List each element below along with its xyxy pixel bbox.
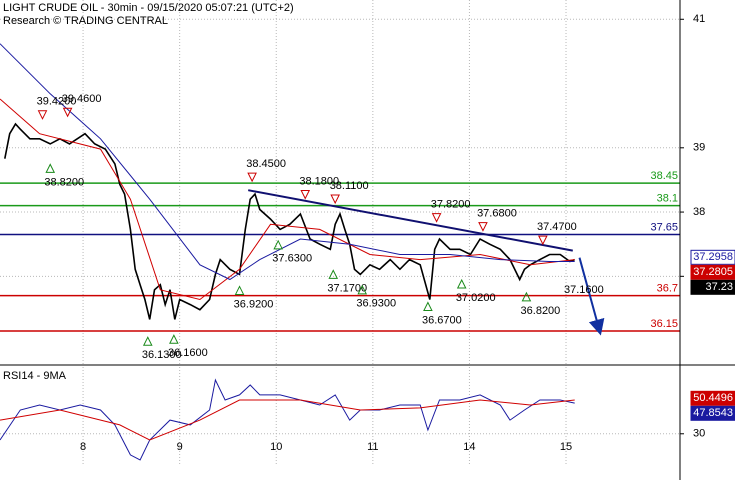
value-tag-label: 50.4496 (693, 392, 733, 404)
pivot-marker-down (300, 189, 311, 200)
value-tag-box (690, 249, 735, 265)
value-tag-label: 37.23 (705, 281, 733, 293)
pivot-label: 37.1600 (564, 284, 604, 296)
pivot-label: 36.1600 (168, 347, 208, 359)
pivot-marker-down (62, 107, 73, 118)
pivot-label: 39.4200 (37, 96, 77, 108)
pivot-label: 38.1800 (299, 175, 339, 187)
pivot-label: 37.1700 (327, 282, 367, 294)
pivot-label: 39.4600 (62, 93, 102, 105)
pivot-marker-down (247, 172, 257, 183)
pivot-marker-up (328, 269, 339, 279)
pivot-label: 38.1100 (330, 180, 369, 192)
indicator-line (0, 98, 575, 301)
chart-subtitle: Research © TRADING CENTRAL (3, 15, 168, 27)
x-tick-label: 11 (367, 441, 378, 453)
pivot-marker-up (45, 163, 56, 173)
y-tick-label: 39 (693, 142, 705, 154)
pivot-label: 37.4700 (537, 221, 577, 233)
pivot-label: 37.0200 (456, 292, 496, 304)
pivot-marker-down (538, 235, 548, 246)
level-label: 36.15 (650, 318, 678, 330)
chart-title: LIGHT CRUDE OIL - 30min - 09/15/2020 05:… (3, 2, 294, 14)
x-tick-label: 9 (177, 441, 183, 453)
y-tick-label: 38 (693, 206, 705, 218)
pivot-marker-up (423, 301, 433, 312)
pivot-label: 38.8200 (44, 176, 84, 188)
pivot-label: 36.9300 (356, 298, 396, 310)
pivot-marker-up (169, 334, 179, 344)
pivot-marker-up (456, 278, 467, 289)
value-tag-box (690, 390, 735, 406)
price-line (4, 122, 575, 320)
level-label: 38.45 (650, 170, 678, 182)
pivot-label: 37.6300 (272, 253, 312, 265)
value-tag-box (690, 264, 735, 280)
x-tick-label: 10 (270, 441, 282, 453)
pivot-marker-up (521, 291, 532, 302)
pivot-label: 38.4500 (246, 158, 286, 170)
rsi-title: RSI14 - 9MA (3, 370, 67, 382)
pivot-marker-down (37, 110, 48, 120)
trend-line (248, 189, 573, 252)
value-tag-box (690, 279, 735, 295)
pivot-label: 36.9200 (234, 298, 274, 310)
level-label: 37.65 (650, 221, 678, 233)
pivot-marker-down (330, 194, 340, 205)
value-tag-label: 37.2958 (693, 251, 733, 263)
level-label: 36.7 (657, 283, 678, 295)
pivot-label: 36.8200 (521, 305, 561, 317)
y-tick-label: 30 (693, 428, 705, 440)
x-tick-label: 14 (463, 441, 475, 453)
indicator-line (0, 399, 575, 441)
x-tick-label: 15 (560, 441, 572, 453)
x-tick-label: 8 (80, 441, 86, 453)
value-tag-label: 47.8543 (693, 407, 733, 419)
pivot-marker-down (478, 222, 488, 232)
forecast-arrow (578, 257, 605, 336)
value-tag-box (690, 405, 735, 421)
pivot-label: 36.1300 (142, 349, 182, 361)
level-label: 38.1 (657, 193, 678, 205)
indicator-line (0, 378, 575, 461)
plot-layer: 8 9 10 11 14 15 38.45 38.1 37.65 36.7 36.15 39.4200… (0, 0, 680, 465)
pivot-marker-up (142, 336, 153, 346)
pivot-marker-up (357, 284, 368, 295)
pivot-marker-up (234, 285, 245, 295)
pivot-label: 36.6700 (422, 314, 462, 326)
pivot-label: 37.6800 (477, 208, 517, 220)
value-tag-label: 37.2805 (693, 266, 733, 278)
y-tick-label: 41 (693, 13, 705, 25)
pivot-marker-down (431, 213, 442, 223)
pivot-label: 37.8200 (431, 199, 471, 211)
pivot-marker-up (273, 239, 283, 250)
